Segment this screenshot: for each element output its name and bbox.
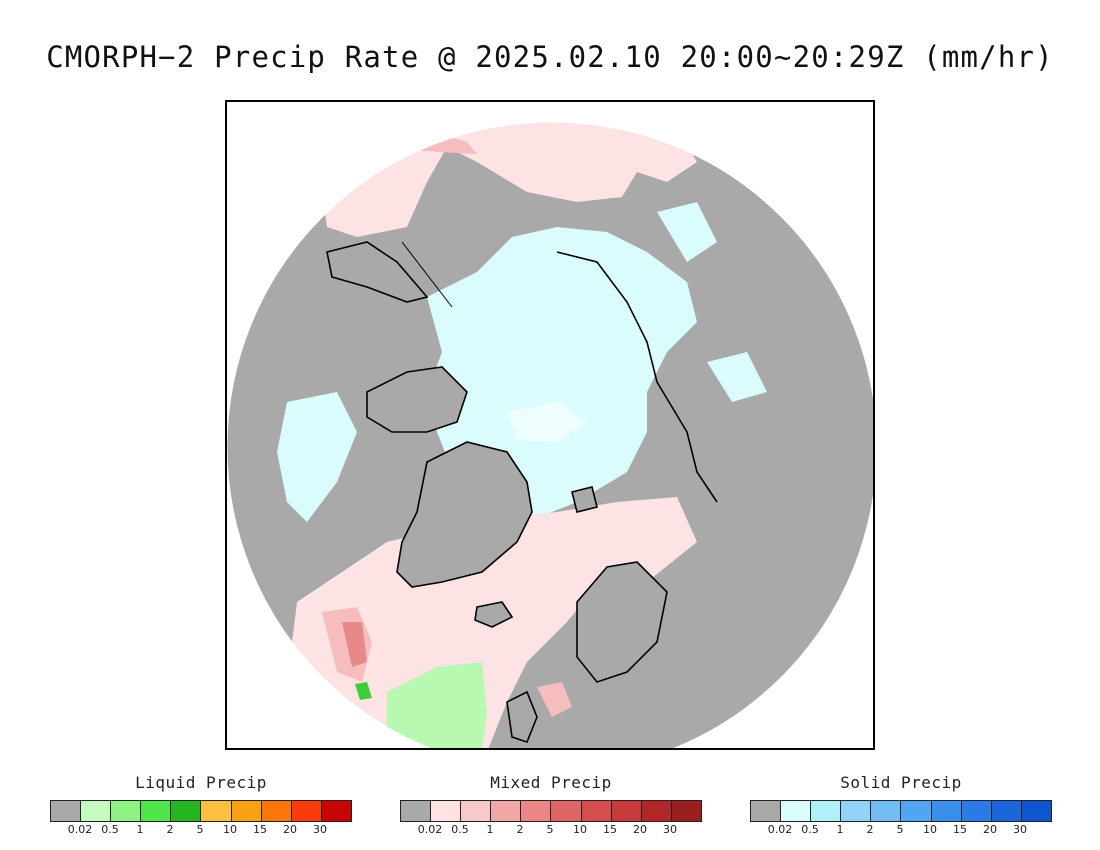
legend-swatch: [491, 801, 522, 821]
legend-swatch: [291, 801, 322, 821]
legend-swatch: [671, 801, 701, 821]
iceland-coastline: [474, 601, 514, 628]
legend-swatch: [231, 801, 262, 821]
legend-mixed-title: Mixed Precip: [490, 773, 612, 792]
legend-liquid-colorbar: [50, 800, 352, 822]
legend-liquid-ticks: 0.02 0.5 1 2 5 10 15 20 30: [50, 823, 350, 837]
greenland-coastline: [396, 441, 533, 588]
british-isles-coastline: [506, 690, 538, 743]
legend-tick-label: 20: [983, 823, 997, 836]
legend-liquid: Liquid Precip 0.02 0.5 1 2 5 10 15 20 30: [50, 770, 352, 840]
arctic-solid-light-core: [507, 402, 587, 442]
legend-tick-label: 5: [896, 823, 904, 836]
legend-swatch: [81, 801, 112, 821]
legend-tick-label: 1: [136, 823, 144, 836]
canada-solid-patches: [277, 392, 357, 522]
legend-tick-label: 10: [223, 823, 237, 836]
legend-tick-label: 0.02: [417, 823, 443, 836]
legend-swatch: [751, 801, 782, 821]
legend-tick-label: 15: [953, 823, 967, 836]
legend-swatch: [961, 801, 992, 821]
polar-precip-map: [227, 102, 873, 748]
legend-swatch: [321, 801, 351, 821]
legend-swatch: [841, 801, 872, 821]
bering-strait-line: [401, 241, 453, 308]
legend-tick-label: 2: [516, 823, 524, 836]
legend-swatch: [611, 801, 642, 821]
legend-solid: Solid Precip 0.02 0.5 1 2 5 10 15 20 30: [750, 770, 1052, 840]
siberia-solid-patch: [657, 202, 717, 262]
legend-swatch: [641, 801, 672, 821]
north-sea-heavy-band: [537, 682, 572, 717]
atlantic-liquid-heavy: [355, 682, 372, 700]
legend-swatch: [551, 801, 582, 821]
legend-swatch: [581, 801, 612, 821]
legend-tick-label: 15: [253, 823, 267, 836]
legend-swatch: [401, 801, 432, 821]
legend-tick-label: 10: [923, 823, 937, 836]
canadian-archipelago-coastline: [366, 366, 468, 433]
legend-swatch: [521, 801, 552, 821]
legend-tick-label: 20: [283, 823, 297, 836]
legend-tick-label: 0.5: [451, 823, 469, 836]
legend-tick-label: 0.02: [67, 823, 93, 836]
legend-swatch: [141, 801, 172, 821]
legend-mixed-colorbar: [400, 800, 702, 822]
legend-tick-label: 1: [836, 823, 844, 836]
legend-swatch: [171, 801, 202, 821]
legend-tick-label: 30: [313, 823, 327, 836]
legend-swatch: [431, 801, 462, 821]
east-siberia-solid-patch: [707, 352, 767, 402]
legend-swatch: [1021, 801, 1051, 821]
legend-swatch: [901, 801, 932, 821]
legend-tick-label: 20: [633, 823, 647, 836]
legend-swatch: [111, 801, 142, 821]
legend-liquid-title: Liquid Precip: [135, 773, 267, 792]
legend-swatch: [51, 801, 82, 821]
legend-solid-colorbar: [750, 800, 1052, 822]
alaska-coastline: [326, 241, 429, 303]
map-title: CMORPH−2 Precip Rate @ 2025.02.10 20:00~…: [46, 40, 1054, 74]
legend-tick-label: 1: [486, 823, 494, 836]
legend-tick-label: 2: [866, 823, 874, 836]
legend-swatch: [811, 801, 842, 821]
legend-swatch: [871, 801, 902, 821]
legend-tick-label: 30: [1013, 823, 1027, 836]
legend-swatch: [201, 801, 232, 821]
legend-tick-label: 5: [196, 823, 204, 836]
legend-tick-label: 15: [603, 823, 617, 836]
legend-swatch: [261, 801, 292, 821]
legend-swatch: [461, 801, 492, 821]
polar-map-frame: [225, 100, 875, 750]
legend-solid-title: Solid Precip: [840, 773, 962, 792]
siberia-coastline: [556, 251, 718, 503]
legend-swatch: [991, 801, 1022, 821]
legend-mixed: Mixed Precip 0.02 0.5 1 2 5 10 15 20 30: [400, 770, 702, 840]
legend-mixed-ticks: 0.02 0.5 1 2 5 10 15 20 30: [400, 823, 700, 837]
legend-tick-label: 0.5: [801, 823, 819, 836]
legend-tick-label: 0.5: [101, 823, 119, 836]
legend-solid-ticks: 0.02 0.5 1 2 5 10 15 20 30: [750, 823, 1050, 837]
legend-swatch: [931, 801, 962, 821]
scandinavia-coastline: [576, 561, 668, 683]
legend-tick-label: 0.02: [767, 823, 793, 836]
legend-tick-label: 10: [573, 823, 587, 836]
legend-tick-label: 5: [546, 823, 554, 836]
polar-disk-edge: [227, 121, 873, 748]
legend-tick-label: 30: [663, 823, 677, 836]
svalbard-coastline: [571, 486, 598, 513]
legend-tick-label: 2: [166, 823, 174, 836]
atlantic-liquid-precip-region: [387, 662, 487, 748]
atlantic-heavy-core: [342, 622, 367, 667]
legend-swatch: [781, 801, 812, 821]
